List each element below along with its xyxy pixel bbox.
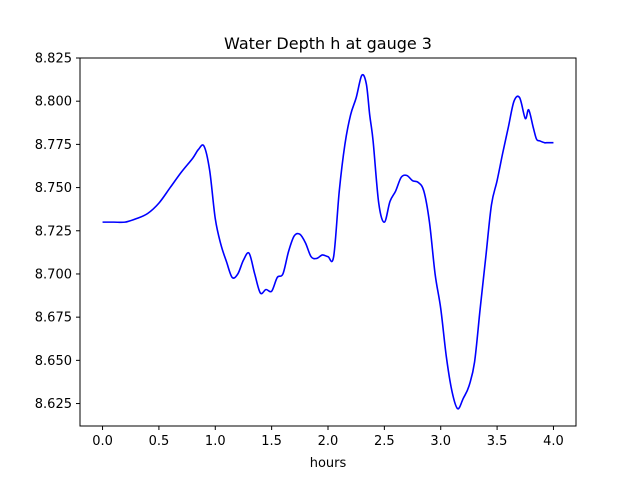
y-tick-label: 8.650 bbox=[35, 354, 72, 369]
x-tick-label: 3.5 bbox=[487, 434, 508, 449]
x-tick-label: 0.0 bbox=[92, 434, 113, 449]
plot-area bbox=[102, 73, 554, 410]
x-tick-label: 2.0 bbox=[318, 434, 339, 449]
x-tick-label: 1.5 bbox=[261, 434, 282, 449]
y-tick-label: 8.800 bbox=[35, 95, 72, 110]
x-tick-label: 2.5 bbox=[374, 434, 395, 449]
y-tick-label: 8.725 bbox=[35, 224, 72, 239]
x-axis-label: hours bbox=[310, 456, 347, 471]
x-axis-ticks: 0.0 0.5 1.0 1.5 2.0 2.5 3.0 3.5 4.0 bbox=[92, 426, 564, 449]
chart-title: Water Depth h at gauge 3 bbox=[224, 34, 432, 53]
y-tick-label: 8.825 bbox=[35, 52, 72, 67]
y-axis-ticks: 8.625 8.650 8.675 8.700 8.725 8.750 8.775 8.800… bbox=[35, 52, 80, 412]
y-tick-label: 8.775 bbox=[35, 138, 72, 153]
y-tick-label: 8.625 bbox=[35, 397, 72, 412]
x-tick-label: 0.5 bbox=[149, 434, 170, 449]
x-tick-label: 1.0 bbox=[205, 434, 226, 449]
y-tick-label: 8.675 bbox=[35, 311, 72, 326]
series-line bbox=[102, 73, 554, 410]
y-tick-label: 8.750 bbox=[35, 181, 72, 196]
x-tick-label: 3.0 bbox=[430, 434, 451, 449]
axes-frame bbox=[79, 57, 577, 427]
x-tick-label: 4.0 bbox=[543, 434, 564, 449]
y-tick-label: 8.700 bbox=[35, 267, 72, 282]
